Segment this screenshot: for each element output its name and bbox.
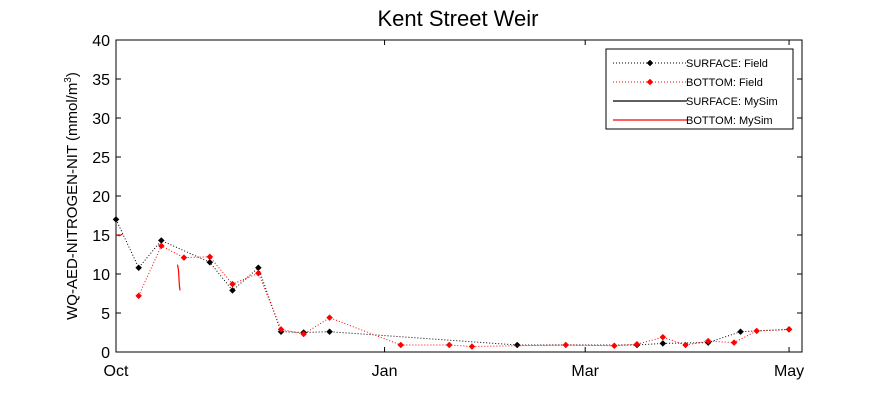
data-point <box>659 340 667 347</box>
data-point <box>397 341 405 349</box>
data-point <box>753 327 761 335</box>
data-point <box>326 328 333 336</box>
data-point <box>704 337 712 345</box>
legend-label: BOTTOM: Field <box>686 77 763 89</box>
y-tick-label: 25 <box>92 150 110 167</box>
legend-label: SURFACE: MySim <box>686 96 778 108</box>
y-tick-label: 30 <box>92 111 110 128</box>
series-line <box>115 233 123 237</box>
y-tick-label: 10 <box>92 267 110 284</box>
data-point <box>157 242 165 250</box>
legend: SURFACE: Field BOTTOM: Field SURFACE: MySi… <box>605 48 794 130</box>
data-point <box>112 216 120 223</box>
x-axis: Oct Jan Mar May <box>104 40 804 380</box>
y-axis-label-main: WQ-AED-NITROGEN-NIT (mmol/m <box>64 83 81 320</box>
legend-label: BOTTOM: MySim <box>686 115 773 127</box>
data-point <box>255 269 262 277</box>
x-tick-label: Mar <box>571 363 599 380</box>
y-axis-label-end: ) <box>64 72 81 77</box>
data-point <box>445 341 453 349</box>
x-tick-label: May <box>774 363 804 380</box>
x-tick-label: Oct <box>104 363 129 380</box>
data-point <box>300 330 308 338</box>
data-point <box>277 326 285 333</box>
y-tick-label: 5 <box>101 306 110 323</box>
y-tick-label: 20 <box>92 189 110 206</box>
data-point <box>468 343 476 350</box>
data-point <box>730 339 738 346</box>
data-point <box>610 342 618 350</box>
data-point <box>135 292 143 300</box>
series-line <box>176 264 181 291</box>
y-tick-label: 40 <box>92 33 110 50</box>
data-point <box>513 341 521 349</box>
data-point <box>633 340 641 348</box>
legend-box <box>605 48 794 130</box>
data-point <box>206 258 214 266</box>
chart-title: Kent Street Weir <box>378 6 539 31</box>
data-point <box>229 280 236 288</box>
data-point <box>180 254 188 261</box>
series-layer <box>112 216 793 350</box>
y-axis-label: WQ-AED-NITROGEN-NIT (mmol/m3) <box>63 72 81 320</box>
y-tick-label: 35 <box>92 72 110 89</box>
y-axis-label-superscript: 3 <box>63 77 74 83</box>
data-point <box>659 333 667 341</box>
data-point <box>646 78 654 86</box>
data-point <box>326 314 333 322</box>
y-tick-label: 0 <box>101 345 110 362</box>
legend-items: SURFACE: Field BOTTOM: Field SURFACE: MySi… <box>613 58 778 127</box>
x-tick-label: Jan <box>372 363 398 380</box>
legend-label: SURFACE: Field <box>686 58 768 70</box>
data-point <box>682 341 689 349</box>
data-point <box>785 326 793 333</box>
data-point <box>206 253 214 261</box>
data-point <box>229 287 236 294</box>
data-point <box>135 264 143 272</box>
data-point <box>737 328 744 336</box>
data-point <box>646 59 654 67</box>
y-tick-label: 15 <box>92 228 110 245</box>
data-point <box>562 341 570 349</box>
y-axis: 0 5 10 15 20 25 30 35 40 <box>92 33 802 362</box>
